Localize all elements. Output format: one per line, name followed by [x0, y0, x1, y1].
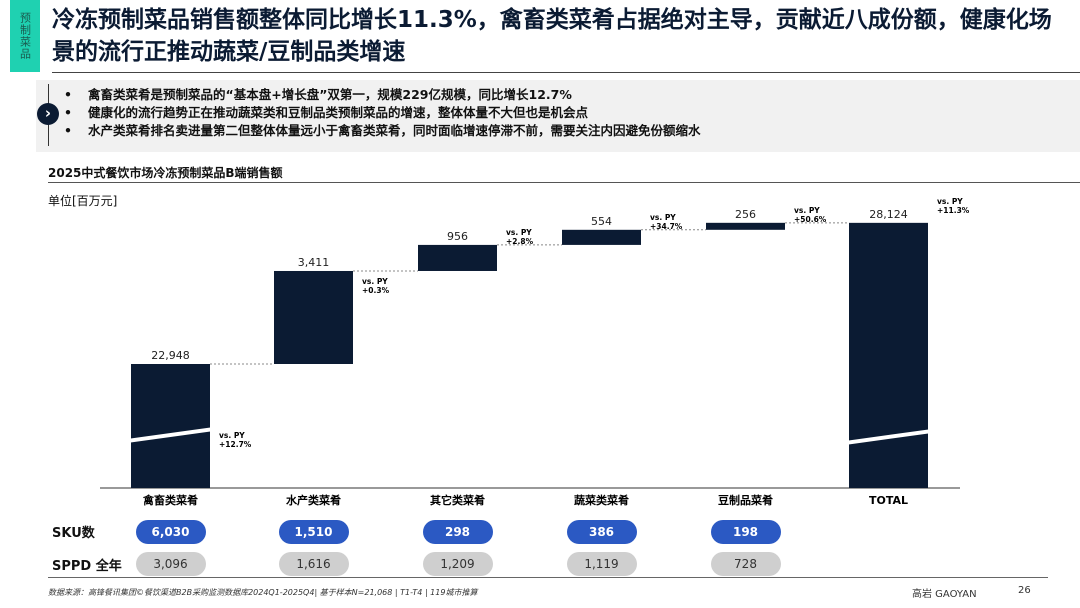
- sku-pill: 298: [422, 520, 493, 544]
- value-label: 28,124: [869, 208, 908, 221]
- unit-label: 单位[百万元]: [48, 194, 118, 208]
- sppd-pill: 1,209: [422, 552, 493, 576]
- value-label: 554: [591, 215, 612, 228]
- value-label: 22,948: [151, 349, 190, 362]
- growth-label: +11.3%: [937, 206, 970, 215]
- section-tag: 预制菜品: [10, 0, 40, 72]
- bullet: 健康化的流行趋势正在推动蔬菜类和豆制品类预制菜品的增速，整体体量不大但也是机会点: [86, 104, 1080, 122]
- vs-py-label: vs. PY: [506, 228, 532, 237]
- sku-pill: 386: [566, 520, 637, 544]
- bullet: 水产类菜肴排名卖进量第二但整体体量远小于禽畜类菜肴，同时面临增速停滞不前，需要关…: [86, 122, 1080, 140]
- vs-py-label: vs. PY: [650, 213, 676, 222]
- bar: [562, 229, 641, 245]
- divider: [52, 72, 1080, 73]
- category-label: 禽畜类菜肴: [142, 493, 198, 507]
- category-label: 其它类菜肴: [430, 493, 485, 507]
- divider: [48, 182, 1080, 183]
- growth-label: +2.8%: [506, 237, 534, 246]
- sppd-pill: 1,119: [566, 552, 637, 576]
- category-label: 蔬菜类菜肴: [574, 493, 629, 507]
- sku-pill: 6,030: [135, 520, 206, 544]
- bar: [131, 364, 210, 488]
- vs-py-label: vs. PY: [937, 197, 963, 206]
- growth-label: +34.7%: [650, 222, 683, 231]
- growth-label: +0.3%: [362, 286, 390, 295]
- value-label: 3,411: [298, 256, 330, 269]
- brand: 高岩 GAOYAN: [912, 589, 977, 600]
- bullet: 禽畜类菜肴是预制菜品的“基本盘+增长盘”双第一，规模229亿规模，同比增长12.…: [86, 86, 1080, 104]
- chevron-right-icon: ›: [37, 103, 59, 125]
- sppd-pill: 3,096: [135, 552, 206, 576]
- vs-py-label: vs. PY: [794, 206, 820, 215]
- sku-pill: 1,510: [278, 520, 349, 544]
- source-note: 数据来源：高锋餐讯集团©餐饮渠道B2B采购监测数据库2024Q1-2025Q4|…: [48, 588, 478, 597]
- key-findings: 禽畜类菜肴是预制菜品的“基本盘+增长盘”双第一，规模229亿规模，同比增长12.…: [36, 80, 1080, 152]
- axis-break: [845, 429, 932, 445]
- value-label: 256: [735, 208, 756, 221]
- sku-label: SKU数: [52, 526, 95, 541]
- page-title: 冷冻预制菜品销售额整体同比增长11.3%，禽畜类菜肴占据绝对主导，贡献近八成份额…: [52, 7, 1052, 65]
- growth-label: +12.7%: [219, 440, 252, 449]
- sppd-label: SPPD 全年: [52, 559, 122, 574]
- vs-py-label: vs. PY: [219, 431, 245, 440]
- category-label: 豆制品菜肴: [718, 493, 773, 507]
- bar: [274, 270, 353, 364]
- category-label: 水产类菜肴: [286, 493, 341, 507]
- bar: [418, 244, 497, 271]
- value-label: 956: [447, 230, 468, 243]
- category-label: TOTAL: [869, 494, 908, 507]
- bar: [849, 222, 928, 489]
- divider: [48, 577, 1048, 578]
- sppd-pill: 1,616: [278, 552, 349, 576]
- axis-break: [127, 427, 214, 443]
- growth-label: +50.6%: [794, 215, 827, 224]
- page-number: 26: [1018, 585, 1031, 596]
- sppd-pill: 728: [710, 552, 781, 576]
- sku-pill: 198: [710, 520, 781, 544]
- vs-py-label: vs. PY: [362, 277, 388, 286]
- chart-title: 2025中式餐饮市场冷冻预制菜品B端销售额: [48, 166, 283, 180]
- bar: [706, 222, 785, 230]
